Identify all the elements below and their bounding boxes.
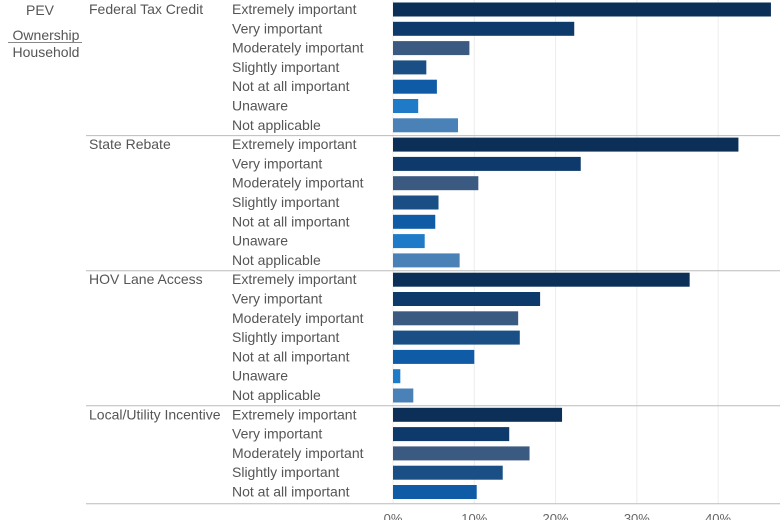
group-label: HOV Lane Access — [89, 271, 203, 287]
group-label: State Rebate — [89, 136, 171, 152]
x-tick-label: 40% — [705, 511, 731, 520]
group-label: Local/Utility Incentive — [89, 406, 221, 422]
category-label: Extremely important — [232, 271, 357, 287]
category-label: Not at all important — [232, 78, 350, 94]
category-label: Moderately important — [232, 40, 364, 56]
category-label: Extremely important — [232, 1, 357, 17]
x-tick-label: 0% — [384, 511, 403, 520]
bar — [393, 60, 427, 75]
bar — [393, 369, 401, 384]
category-label: Slightly important — [232, 329, 339, 345]
bar — [393, 311, 519, 326]
header-ownership: Ownership — [12, 27, 80, 43]
bar — [393, 465, 503, 480]
category-label: Very important — [232, 426, 322, 442]
bar — [393, 349, 475, 364]
bar — [393, 427, 510, 442]
header-pev: PEV — [25, 2, 54, 18]
bar — [393, 79, 437, 94]
category-label: Slightly important — [232, 464, 339, 480]
bar — [393, 156, 581, 171]
bar — [393, 21, 575, 36]
category-label: Slightly important — [232, 59, 339, 75]
category-label: Not applicable — [232, 387, 321, 403]
bar — [393, 176, 479, 191]
category-label: Very important — [232, 155, 322, 171]
bar — [393, 137, 739, 152]
category-label: Not at all important — [232, 213, 350, 229]
bar — [393, 41, 470, 56]
bar — [393, 118, 459, 133]
bar — [393, 446, 530, 461]
category-label: Unaware — [232, 98, 288, 114]
bar — [393, 234, 425, 249]
category-label: Extremely important — [232, 406, 357, 422]
bar — [393, 2, 771, 17]
header-household: Household — [12, 44, 80, 60]
category-label: Extremely important — [232, 136, 357, 152]
category-label: Very important — [232, 291, 322, 307]
bar — [393, 99, 419, 113]
bar — [393, 195, 439, 210]
category-label: Moderately important — [232, 445, 364, 461]
category-label: Moderately important — [232, 175, 364, 191]
bar — [393, 253, 460, 268]
group-label: Federal Tax Credit — [89, 1, 203, 17]
category-label: Unaware — [232, 368, 288, 384]
category-label: Unaware — [232, 233, 288, 249]
bar — [393, 485, 477, 499]
category-label: Moderately important — [232, 310, 364, 326]
x-tick-label: 30% — [624, 511, 650, 520]
bar — [393, 388, 414, 403]
category-label: Not at all important — [232, 484, 350, 500]
category-label: Not applicable — [232, 117, 321, 133]
category-label: Not applicable — [232, 252, 321, 268]
x-tick-label: 10% — [461, 511, 487, 520]
category-label: Slightly important — [232, 194, 339, 210]
header-divider — [8, 42, 82, 43]
category-label: Very important — [232, 20, 322, 36]
x-tick-label: 20% — [543, 511, 569, 520]
bar — [393, 292, 541, 306]
bar — [393, 214, 436, 229]
bar — [393, 330, 520, 345]
bar — [393, 407, 563, 422]
category-label: Not at all important — [232, 348, 350, 364]
bar — [393, 272, 690, 287]
